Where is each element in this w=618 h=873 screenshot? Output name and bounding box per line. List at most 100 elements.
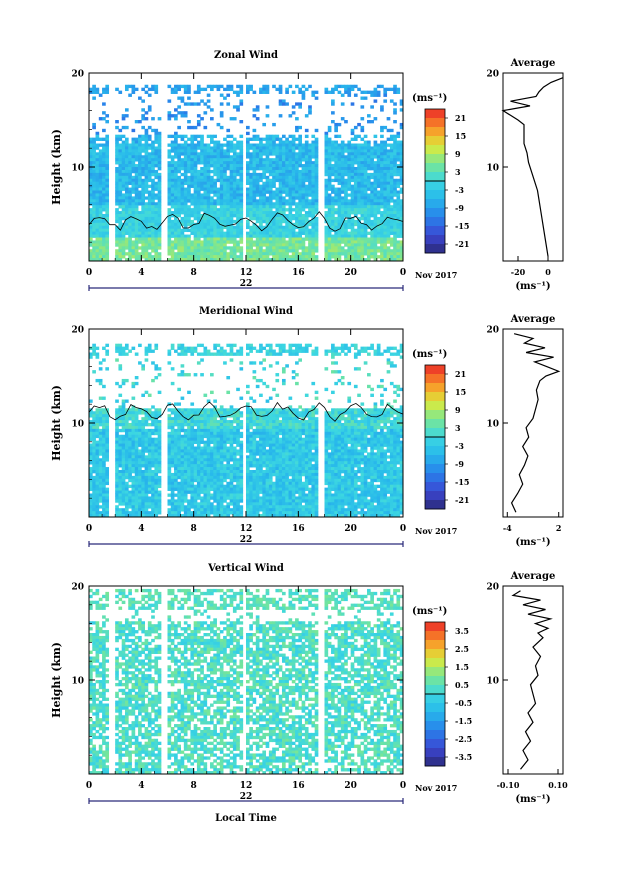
- heatmap-cell: [95, 216, 100, 221]
- heatmap-cell: [147, 169, 152, 174]
- heatmap-cell: [121, 381, 126, 386]
- heatmap-cell: [291, 143, 296, 147]
- heatmap-cell: [380, 187, 384, 191]
- heatmap-cell: [275, 414, 280, 418]
- heatmap-cell: [255, 146, 260, 150]
- heatmap-cell: [344, 222, 348, 227]
- heatmap-cell: [115, 228, 119, 233]
- heatmap-cell: [386, 255, 391, 259]
- heatmap-cell: [393, 158, 397, 162]
- heatmap-cell: [151, 190, 155, 194]
- heatmap-cell: [210, 199, 214, 203]
- heatmap-cell: [223, 149, 227, 153]
- heatmap-cell: [249, 414, 253, 418]
- heatmap-cell: [396, 228, 401, 233]
- heatmap-cell: [396, 211, 401, 215]
- heatmap-cell: [347, 149, 352, 153]
- heatmap-cell: [196, 222, 201, 227]
- heatmap-cell: [92, 211, 96, 215]
- heatmap-cell: [167, 361, 172, 365]
- heatmap-cell: [380, 228, 384, 233]
- heatmap-cell: [154, 343, 159, 348]
- heatmap-cell: [131, 417, 136, 421]
- average-x-tick-label: -20: [511, 267, 526, 277]
- heatmap-cell: [399, 231, 404, 235]
- heatmap-cell: [134, 193, 139, 197]
- heatmap-cell: [288, 343, 293, 348]
- heatmap-cell: [353, 352, 358, 356]
- heatmap-cell: [393, 411, 397, 415]
- heatmap-cell: [134, 219, 139, 224]
- heatmap-cell: [304, 87, 309, 92]
- heatmap-cell: [249, 243, 253, 247]
- heatmap-cell: [167, 423, 172, 427]
- heatmap-cell: [216, 178, 221, 183]
- heatmap-cell: [239, 237, 244, 241]
- heatmap-cell: [131, 246, 136, 250]
- heatmap-cell: [380, 352, 384, 356]
- heatmap-cell: [102, 155, 106, 159]
- heatmap-cell: [167, 231, 172, 235]
- heatmap-cell: [128, 240, 132, 244]
- heatmap-cell: [311, 134, 316, 139]
- heatmap-cell: [177, 428, 181, 433]
- heatmap-cell: [360, 408, 365, 412]
- heatmap-cell: [219, 249, 224, 253]
- heatmap-cell: [252, 228, 257, 233]
- heatmap-cell: [118, 155, 123, 159]
- heatmap-cell: [350, 243, 355, 247]
- heatmap-cell: [219, 143, 224, 147]
- heatmap-cell: [360, 246, 365, 250]
- heatmap-cell: [147, 164, 152, 168]
- heatmap-cell: [170, 193, 175, 197]
- heatmap-cell: [268, 187, 273, 191]
- heatmap-cell: [92, 240, 96, 244]
- heatmap-cell: [272, 205, 276, 209]
- heatmap-cell: [275, 234, 280, 238]
- heatmap-cell: [102, 117, 106, 121]
- heatmap-cell: [259, 234, 263, 238]
- heatmap-cell: [138, 172, 142, 177]
- heatmap-cell: [216, 152, 221, 156]
- heatmap-cell: [262, 367, 267, 371]
- heatmap-cell: [340, 140, 345, 144]
- heatmap-cell: [200, 152, 204, 156]
- heatmap-cell: [213, 158, 217, 162]
- x-tick-label: 0: [86, 268, 92, 278]
- heatmap-cell: [252, 205, 257, 209]
- heatmap-cell: [210, 117, 214, 121]
- heatmap-cell: [265, 181, 270, 186]
- heatmap-cell: [177, 417, 181, 421]
- heatmap-cell: [118, 343, 123, 348]
- heatmap-cell: [259, 349, 263, 353]
- heatmap-cell: [157, 225, 162, 230]
- heatmap-cell: [226, 164, 231, 168]
- heatmap-cell: [252, 128, 257, 133]
- heatmap-cell: [177, 202, 181, 206]
- heatmap-cell: [124, 187, 129, 191]
- heatmap-cell: [353, 202, 358, 206]
- heatmap-cell: [216, 167, 221, 171]
- heatmap-cell: [311, 187, 316, 191]
- heatmap-cell: [157, 222, 162, 227]
- heatmap-cell: [219, 405, 224, 409]
- heatmap-cell: [383, 196, 388, 200]
- heatmap-cell: [124, 143, 129, 147]
- heatmap-cell: [301, 172, 306, 177]
- heatmap-cell: [115, 196, 119, 200]
- heatmap-cell: [337, 152, 342, 156]
- heatmap-cell: [304, 349, 309, 353]
- heatmap-cell: [196, 411, 201, 415]
- heatmap-cell: [298, 252, 302, 256]
- heatmap-cell: [157, 425, 162, 430]
- heatmap-cell: [353, 222, 358, 227]
- heatmap-cell: [121, 187, 126, 191]
- heatmap-cell: [246, 425, 250, 430]
- heatmap-cell: [281, 231, 286, 235]
- heatmap-cell: [193, 161, 198, 165]
- heatmap-cell: [213, 214, 217, 218]
- heatmap-cell: [98, 249, 103, 253]
- heatmap-cell: [380, 184, 384, 188]
- heatmap-cell: [288, 414, 293, 418]
- heatmap-cell: [396, 231, 401, 235]
